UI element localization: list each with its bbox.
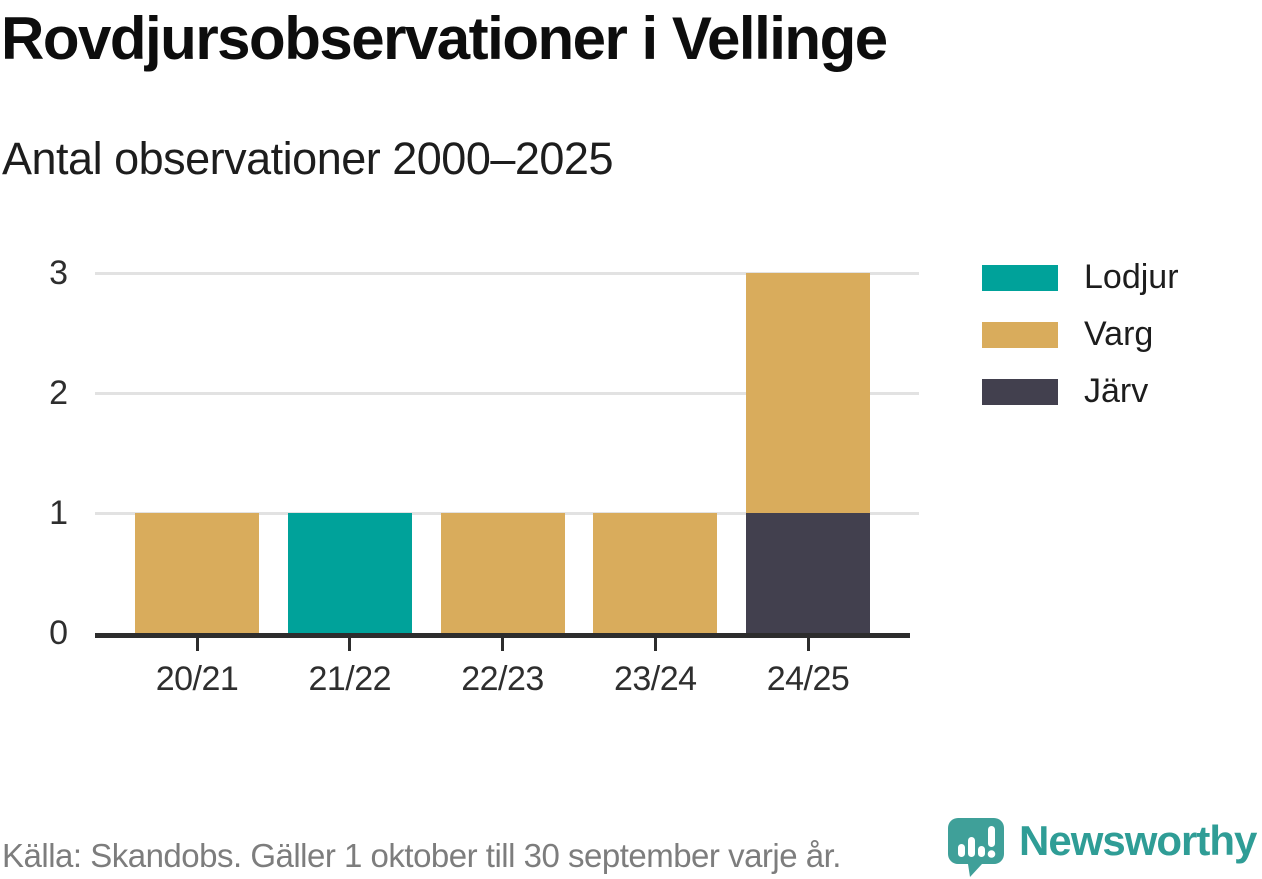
legend-swatch-järv [982,378,1058,405]
legend-swatch-varg [982,321,1058,348]
x-tick-label: 21/22 [308,660,392,698]
x-axis-tick [348,638,352,651]
newsworthy-brand: Newsworthy [948,817,1257,878]
legend-item-varg: Varg [982,306,1179,363]
bar-segment-varg-23/24 [593,513,718,633]
y-tick-label: 0 [49,614,68,652]
legend-swatch-lodjur [982,264,1058,291]
x-tick-label: 23/24 [613,660,697,698]
x-axis-tick [501,638,504,651]
grid-line-y2 [95,391,919,395]
y-tick-label: 3 [49,254,68,292]
chart-subtitle: Antal observationer 2000–2025 [2,133,613,184]
x-tick-label: 22/23 [461,660,544,698]
bar-segment-varg-22/23 [440,513,565,633]
y-tick-label: 2 [49,374,68,412]
x-axis-tick [195,638,199,651]
x-axis-tick [653,638,657,651]
legend: Lodjur Varg Järv [982,249,1179,420]
legend-item-lodjur: Lodjur [982,249,1179,306]
x-tick-label: 24/25 [766,660,850,698]
y-tick-label: 1 [49,494,68,532]
x-tick-label: 20/21 [155,660,239,698]
grid-line-y3 [95,271,919,275]
newsworthy-wordmark: Newsworthy [1019,817,1257,864]
legend-label: Varg [1084,315,1154,353]
plot-area [95,271,919,633]
chart-title: Rovdjursobservationer i Vellinge [1,5,888,72]
source-note: Källa: Skandobs. Gäller 1 oktober till 3… [2,837,841,874]
bar-segment-järv-24/25 [746,513,870,633]
bar-segment-varg-24/25 [746,273,870,513]
legend-item-järv: Järv [982,363,1179,420]
bar-segment-lodjur-21/22 [287,513,412,633]
legend-label: Lodjur [1084,258,1179,296]
x-axis-line [95,633,910,638]
newsworthy-logo-icon [948,818,1004,877]
legend-label: Järv [1084,372,1149,410]
x-axis-tick [806,638,810,651]
bar-segment-varg-20/21 [135,513,259,633]
